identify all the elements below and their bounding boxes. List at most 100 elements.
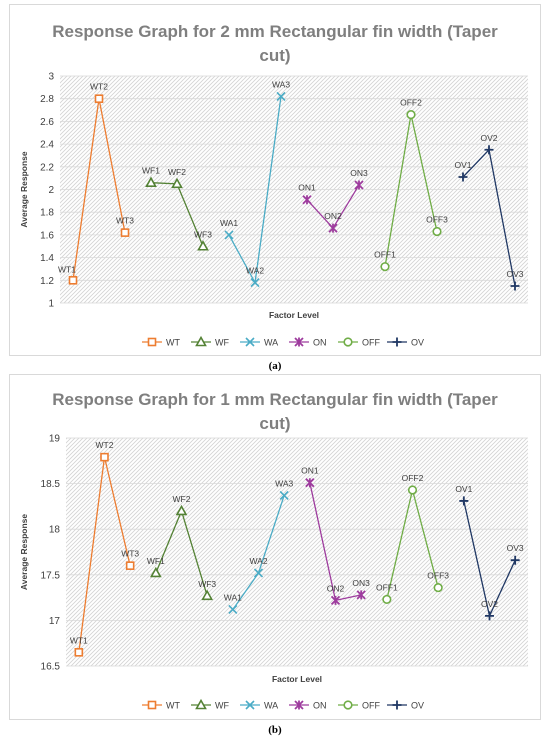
data-label: WA3	[275, 478, 293, 488]
legend-item-ov: OV	[387, 337, 424, 348]
series-wt: WT1 WT2 WT3	[58, 82, 134, 285]
y-tick-label: 18	[49, 525, 61, 536]
series-wf: WF1 WF2 WF3	[147, 494, 216, 601]
data-label: WT2	[96, 440, 114, 450]
y-tick-label: 16.5	[41, 662, 61, 673]
data-point	[224, 230, 234, 240]
legend-label: WF	[215, 701, 229, 711]
chart-title-line: cut)	[259, 414, 290, 433]
series-wa: WA1 WA2 WA3	[220, 79, 290, 288]
series-ov: OV1 OV2 OV3	[454, 133, 524, 291]
y-tick-label: 1.2	[40, 276, 54, 287]
data-point	[354, 180, 364, 190]
y-tick-label: 17.5	[41, 570, 61, 581]
data-label: OV2	[481, 599, 498, 609]
data-point	[250, 278, 260, 288]
legend-marker	[245, 700, 255, 710]
legend-marker	[392, 700, 402, 710]
x-axis-label: Factor Level	[272, 674, 322, 684]
legend-marker	[343, 337, 353, 347]
data-label: WF2	[168, 167, 186, 177]
data-point	[276, 91, 286, 101]
data-point	[328, 223, 338, 233]
data-point	[459, 496, 469, 506]
legend-item-wf: WF	[191, 698, 229, 711]
y-tick-label: 2	[48, 185, 54, 196]
legend: WT WF WA ON OFF OV	[142, 335, 424, 348]
data-label: WF2	[173, 494, 191, 504]
data-point	[458, 172, 468, 182]
legend-item-on: ON	[289, 337, 327, 348]
data-label: WF1	[147, 556, 165, 566]
y-tick-label: 1.6	[40, 230, 54, 241]
data-point	[510, 555, 520, 565]
data-point	[197, 240, 209, 251]
y-tick-label: 2.6	[40, 117, 54, 128]
data-point	[120, 228, 130, 237]
y-tick-label: 2.4	[40, 140, 54, 151]
data-label: WT1	[58, 264, 76, 274]
data-point	[74, 648, 84, 657]
data-point	[356, 590, 366, 600]
data-point	[382, 594, 392, 605]
legend-label: ON	[313, 338, 327, 348]
data-point	[125, 561, 135, 570]
data-point	[485, 611, 494, 621]
series-wa: WA1 WA2 WA3	[224, 478, 293, 615]
data-point	[149, 566, 162, 578]
data-label: OV1	[455, 484, 472, 494]
data-label: WF3	[194, 229, 212, 239]
data-label: OV2	[480, 133, 497, 143]
data-point	[484, 145, 494, 155]
legend: WT WF WA ON OFF OV	[142, 698, 424, 711]
data-label: OFF3	[426, 214, 448, 224]
data-label: WT2	[90, 82, 108, 92]
data-label: ON2	[324, 211, 342, 221]
data-point	[94, 94, 104, 103]
y-tick-label: 3	[48, 72, 54, 83]
data-point	[201, 589, 214, 601]
data-point	[432, 226, 442, 237]
data-label: ON1	[298, 183, 316, 193]
y-tick-label: 18.5	[41, 479, 61, 490]
data-point	[279, 490, 289, 501]
data-point	[100, 452, 109, 462]
data-point	[175, 504, 188, 516]
data-label: OV1	[454, 160, 471, 170]
data-label: WF1	[142, 166, 160, 176]
data-label: OFF2	[402, 473, 424, 483]
chart-title-line: Response Graph for 2 mm Rectangular fin …	[52, 22, 498, 41]
y-axis-label: Average Response	[19, 514, 29, 590]
legend-label: OFF	[362, 338, 380, 348]
legend-item-wt: WT	[142, 338, 180, 348]
series-wf: WF1 WF2 WF3	[142, 166, 212, 251]
data-label: ON3	[352, 578, 370, 588]
legend-label: OFF	[362, 701, 380, 711]
data-point	[433, 582, 443, 593]
chart-panel-a: Response Graph for 2 mm Rectangular fin …	[9, 4, 541, 356]
data-point	[302, 195, 312, 205]
data-point	[305, 478, 315, 488]
legend-item-wa: WA	[240, 700, 278, 711]
chart-title-line: Response Graph for 1 mm Rectangular fin …	[52, 390, 498, 409]
data-point	[68, 275, 78, 285]
legend-label: WT	[166, 338, 180, 348]
legend-label: ON	[313, 701, 327, 711]
series-on: ON1 ON2 ON3	[301, 466, 370, 605]
legend-label: WF	[215, 338, 229, 348]
data-point	[510, 281, 520, 291]
legend-marker	[147, 337, 157, 347]
data-label: OFF2	[400, 98, 422, 108]
response-graph-1mm: Response Graph for 1 mm Rectangular fin …	[19, 390, 528, 711]
data-point	[407, 485, 418, 495]
data-label: WF3	[198, 579, 216, 589]
series-ov: OV1 OV2 OV3	[455, 484, 524, 621]
data-label: OV3	[506, 269, 523, 279]
data-label: ON3	[350, 168, 368, 178]
chart-title-line: cut)	[259, 46, 290, 65]
data-label: OV3	[507, 543, 524, 553]
y-tick-label: 1.8	[40, 208, 54, 219]
data-point	[228, 604, 238, 615]
caption-b: (b)	[268, 724, 282, 736]
data-label: WA1	[220, 218, 238, 228]
